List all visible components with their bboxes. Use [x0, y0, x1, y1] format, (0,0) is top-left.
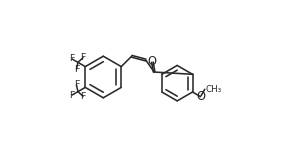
Text: F: F	[80, 53, 86, 62]
Text: F: F	[69, 91, 75, 100]
Text: O: O	[148, 55, 157, 68]
Text: F: F	[74, 65, 79, 74]
Text: F: F	[69, 54, 75, 63]
Text: F: F	[74, 80, 79, 89]
Text: F: F	[80, 92, 86, 101]
Text: CH₃: CH₃	[206, 85, 222, 94]
Text: O: O	[196, 90, 205, 103]
